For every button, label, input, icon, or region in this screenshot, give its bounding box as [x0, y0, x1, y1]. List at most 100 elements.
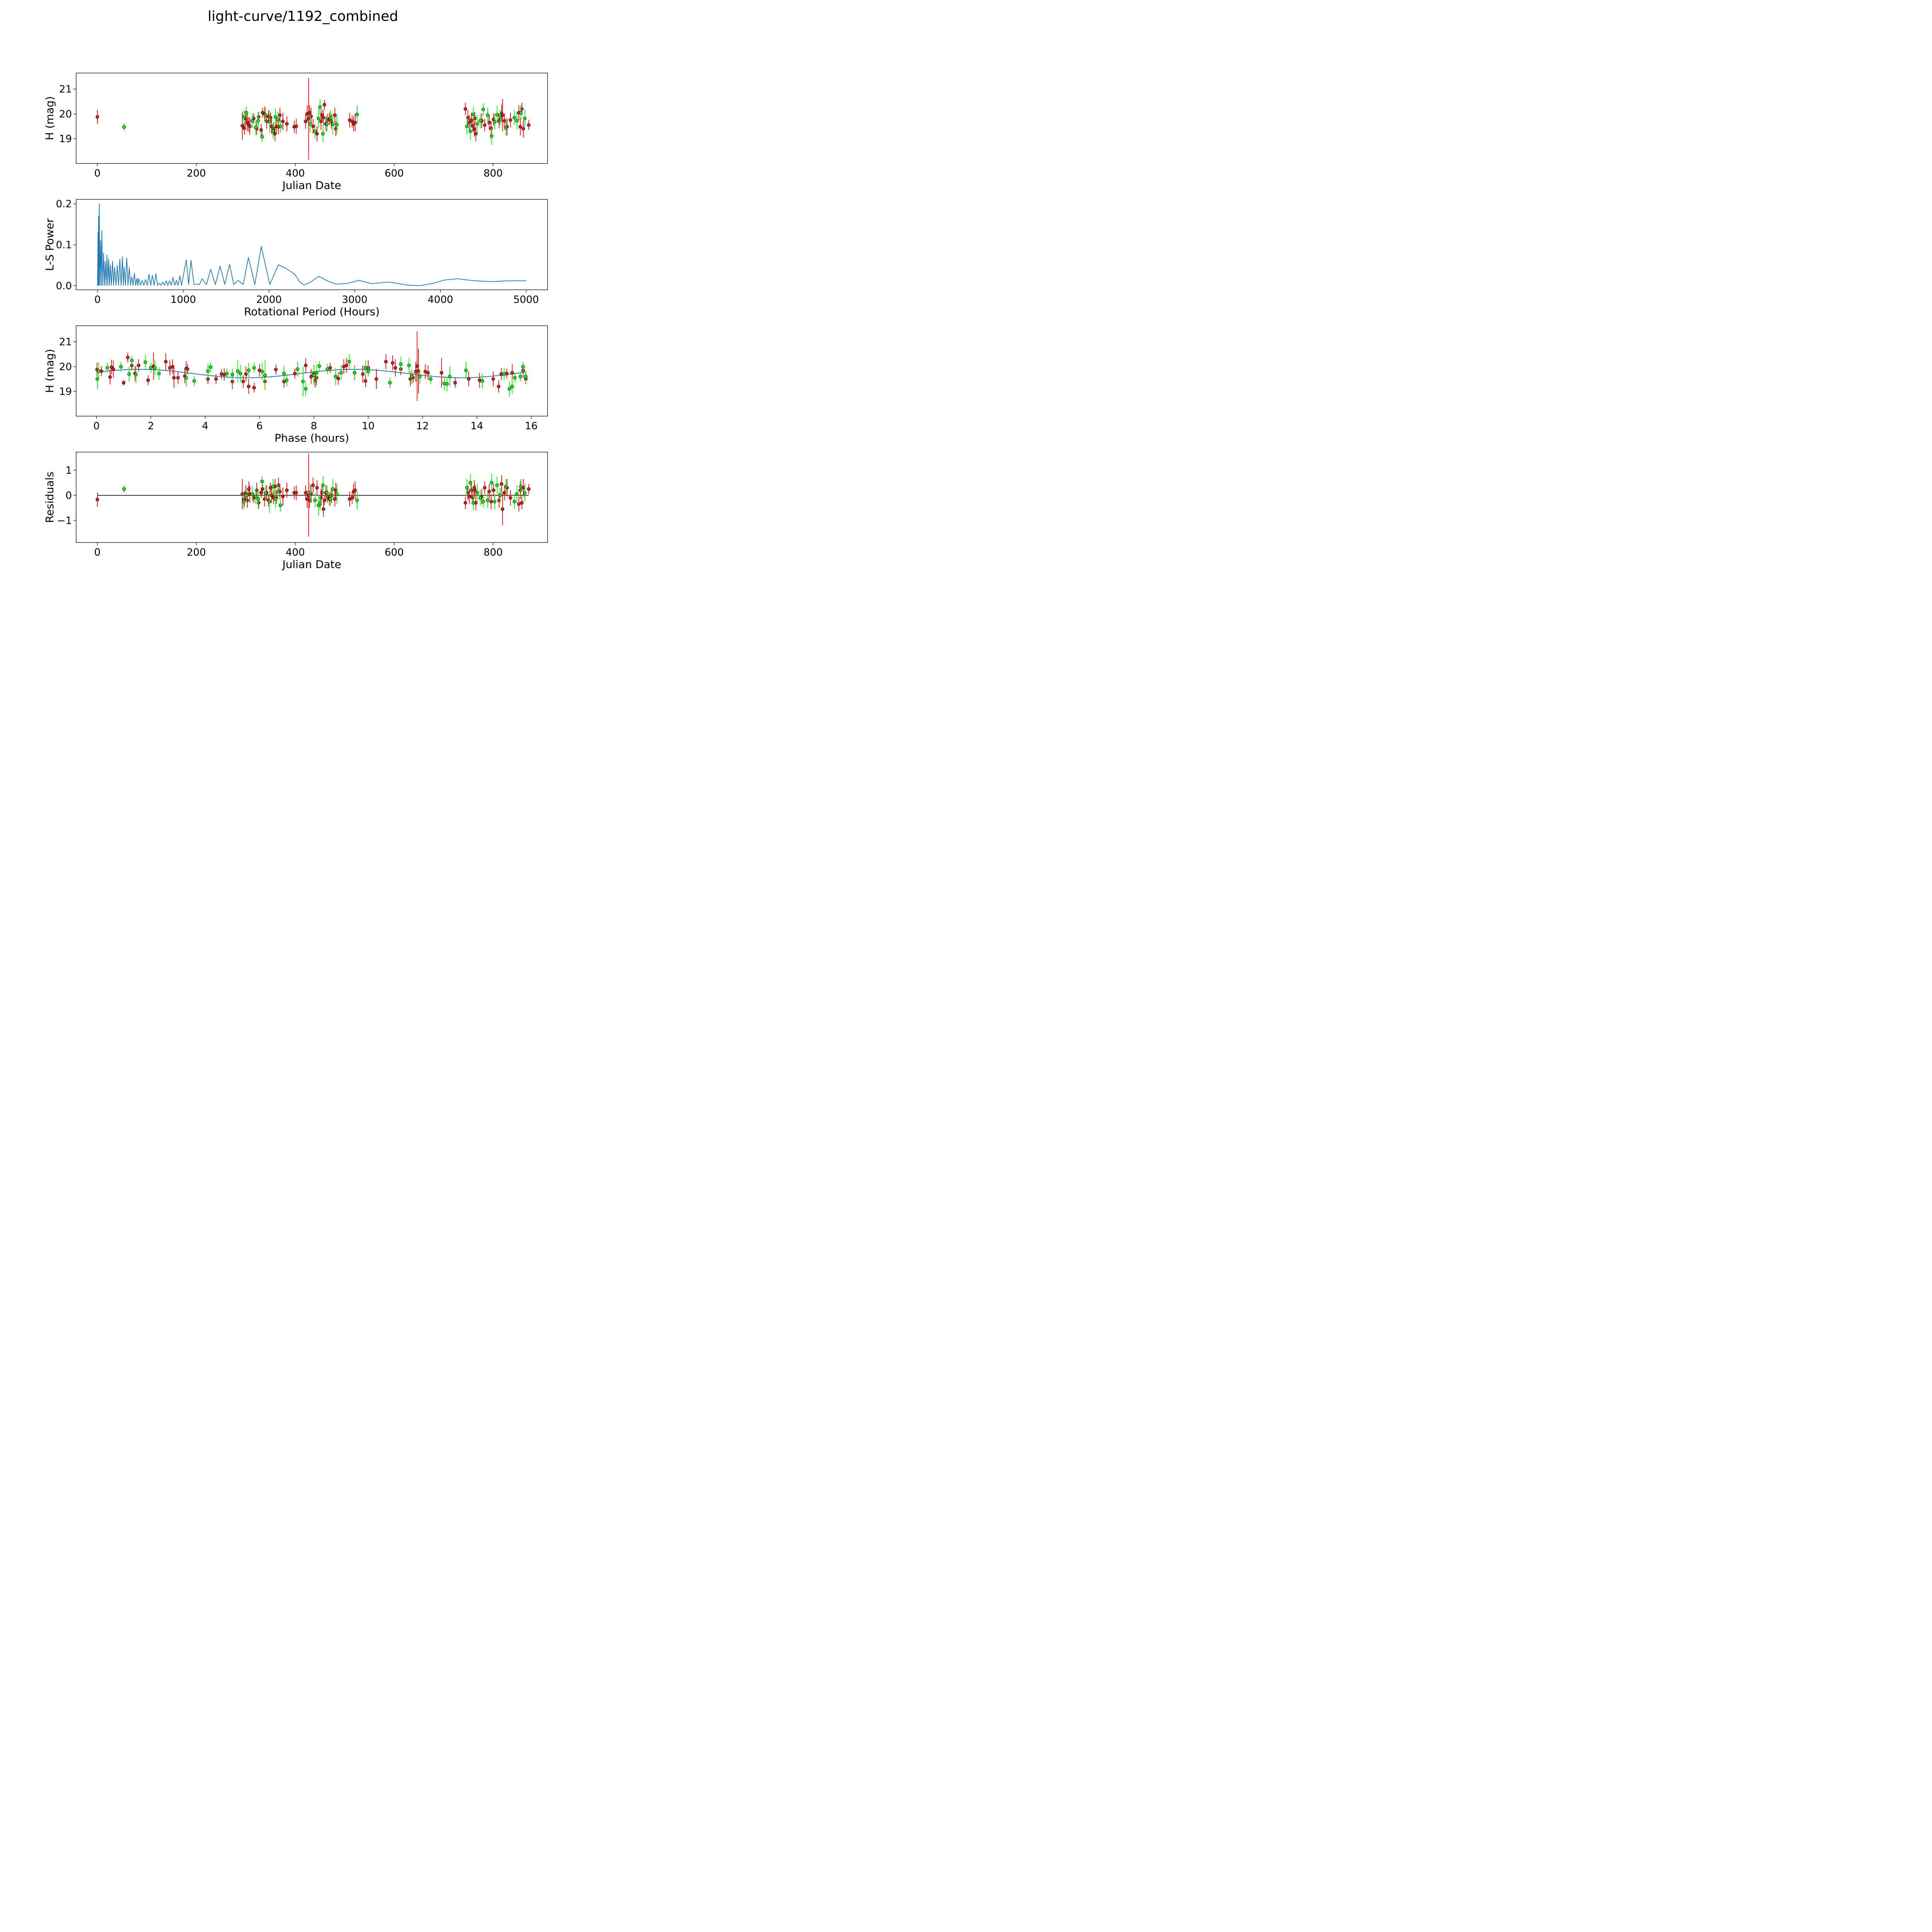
data-point-green: [238, 372, 242, 376]
data-point-green: [264, 113, 267, 117]
x-tick-label: 800: [483, 168, 503, 179]
data-point-red: [468, 495, 471, 498]
data-point-red: [278, 113, 282, 117]
y-tick-label: 19: [59, 386, 72, 398]
data-point-green: [279, 124, 282, 128]
data-point-green: [274, 497, 277, 501]
data-point-red: [509, 496, 512, 500]
data-point-red: [489, 500, 493, 503]
data-point-green: [308, 122, 312, 126]
y-tick-label: 0.0: [56, 280, 72, 292]
y-tick-label: 20: [59, 109, 72, 120]
data-point-red: [374, 377, 378, 381]
data-point-red: [294, 491, 298, 495]
data-point-red: [95, 498, 99, 502]
data-point-red: [304, 364, 308, 367]
data-point-red: [171, 365, 175, 369]
data-point-red: [463, 107, 467, 111]
data-point-red: [244, 372, 248, 376]
figure-title: light-curve/1192_combined: [207, 9, 398, 24]
data-point-red: [108, 375, 112, 379]
data-point-red: [95, 115, 99, 119]
data-point-green: [355, 498, 359, 502]
data-point-red: [520, 501, 524, 505]
data-point-green: [407, 364, 411, 367]
data-point-green: [296, 367, 299, 371]
data-point-red: [337, 377, 340, 381]
axes-frame: [76, 199, 548, 290]
x-tick-label: 600: [384, 168, 404, 179]
data-point-red: [503, 119, 507, 123]
x-axis-label: Julian Date: [282, 558, 341, 571]
data-point-green: [317, 364, 321, 368]
data-point-green: [504, 126, 508, 130]
panel-phased: 0 2 4 6 8 10 12 14 16 19 20 21 Phase (hours) H (mag): [43, 325, 548, 444]
data-point-green: [418, 374, 422, 378]
y-axis-label: H (mag): [43, 349, 56, 393]
data-point-red: [122, 381, 126, 384]
data-point-red: [463, 501, 467, 505]
data-point-green: [268, 500, 272, 503]
x-tick-label: 14: [471, 420, 483, 432]
data-point-green: [242, 115, 246, 119]
x-tick-label: 16: [525, 420, 537, 432]
data-point-green: [498, 493, 502, 497]
data-point-red: [304, 491, 308, 495]
data-point-green: [301, 379, 305, 383]
x-tick-label: 5000: [513, 294, 539, 306]
data-point-green: [313, 129, 317, 133]
data-point-red: [471, 124, 475, 128]
data-point-green: [192, 379, 196, 383]
x-tick-label: 0: [93, 420, 100, 432]
plot-area: [95, 78, 531, 160]
data-point-red: [308, 498, 311, 502]
data-point-green: [335, 122, 339, 126]
data-point-red: [501, 507, 505, 511]
data-point-red: [487, 490, 491, 493]
data-point-green: [331, 487, 335, 491]
x-tick-label: 400: [286, 547, 305, 558]
data-point-red: [273, 132, 277, 136]
data-point-red: [474, 132, 478, 136]
data-point-red: [353, 121, 357, 124]
data-point-green: [519, 485, 523, 488]
data-point-green: [519, 374, 522, 378]
data-point-red: [274, 367, 278, 371]
data-point-green: [143, 360, 147, 364]
data-point-green: [328, 497, 332, 501]
data-point-red: [471, 496, 475, 500]
data-point-green: [271, 129, 275, 133]
data-point-red: [311, 483, 315, 487]
y-axis-label: H (mag): [43, 96, 56, 140]
data-point-red: [473, 116, 477, 120]
data-point-red: [285, 122, 289, 126]
data-point-green: [339, 371, 343, 375]
panel-residuals: 0 200 400 600 800 −1 0 1 Julian Date Residuals: [43, 452, 548, 571]
data-point-green: [285, 378, 289, 382]
x-tick-label: 400: [286, 168, 305, 179]
data-point-green: [523, 491, 527, 495]
data-point-green: [97, 369, 100, 373]
data-point-green: [334, 374, 338, 378]
data-point-red: [320, 113, 324, 117]
data-point-red: [483, 123, 486, 127]
data-point-green: [244, 493, 248, 497]
data-point-green: [478, 119, 482, 123]
data-point-green: [448, 374, 452, 378]
data-point-red: [257, 501, 260, 505]
data-point-green: [465, 486, 469, 490]
x-tick-label: 4: [202, 420, 209, 432]
data-point-red: [492, 488, 495, 492]
data-point-green: [236, 369, 240, 373]
plot-area: [95, 331, 528, 401]
data-point-red: [277, 483, 281, 487]
data-point-red: [473, 488, 477, 492]
data-point-green: [157, 372, 161, 376]
data-point-green: [313, 498, 317, 502]
data-point-red: [315, 486, 319, 490]
data-point-green: [321, 483, 325, 487]
data-point-green: [276, 490, 280, 493]
data-point-green: [209, 365, 213, 369]
data-point-green: [274, 115, 277, 119]
